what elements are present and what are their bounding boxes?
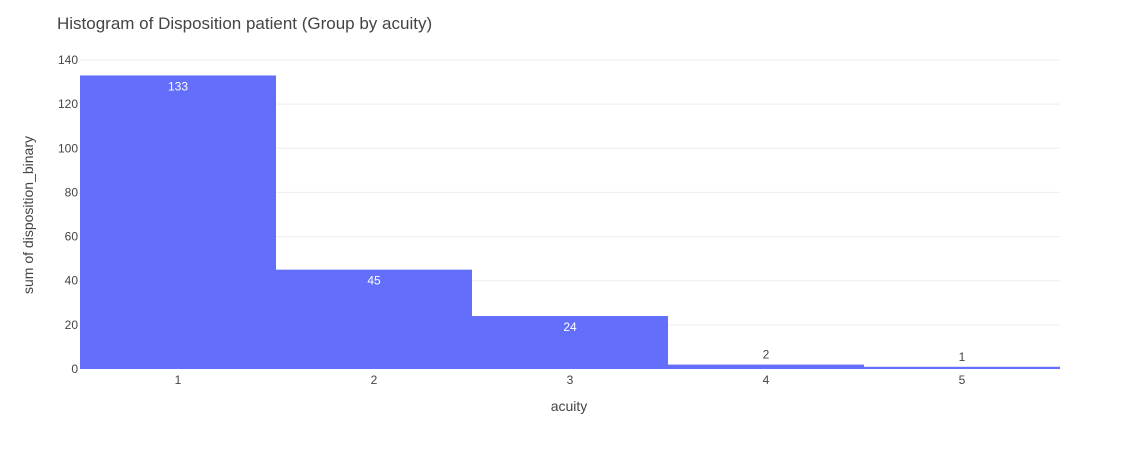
x-tick-label: 5: [959, 373, 966, 387]
y-tick-label: 120: [58, 97, 78, 111]
y-tick-label: 0: [71, 362, 78, 376]
y-tick-label: 100: [58, 141, 78, 155]
y-tick-label: 80: [65, 185, 79, 199]
chart-title: Histogram of Disposition patient (Group …: [57, 14, 432, 33]
bar: [276, 269, 472, 369]
x-tick-label: 4: [763, 373, 770, 387]
y-axis-title: sum of disposition_binary: [20, 136, 36, 294]
bar-value-label: 45: [367, 274, 381, 288]
bar-labels: 133 45 24 2 1: [168, 79, 966, 363]
bar-value-label: 2: [763, 348, 770, 362]
y-tick-label: 20: [65, 318, 79, 332]
y-tick-label: 140: [58, 53, 78, 67]
bar: [864, 366, 1060, 369]
bar: [472, 316, 668, 369]
y-axis-ticks: 0 20 40 60 80 100 120 140: [58, 53, 78, 376]
bar-value-label: 133: [168, 79, 188, 93]
y-tick-label: 40: [65, 274, 79, 288]
x-axis-title: acuity: [551, 398, 588, 414]
x-tick-label: 1: [175, 373, 182, 387]
x-tick-label: 3: [567, 373, 574, 387]
bar: [668, 364, 864, 369]
bars: [80, 75, 1060, 369]
bar: [80, 75, 276, 369]
x-tick-label: 2: [371, 373, 378, 387]
bar-value-label: 1: [959, 350, 966, 364]
y-tick-label: 60: [65, 230, 79, 244]
bar-value-label: 24: [563, 320, 577, 334]
x-axis-ticks: 1 2 3 4 5: [175, 373, 966, 387]
